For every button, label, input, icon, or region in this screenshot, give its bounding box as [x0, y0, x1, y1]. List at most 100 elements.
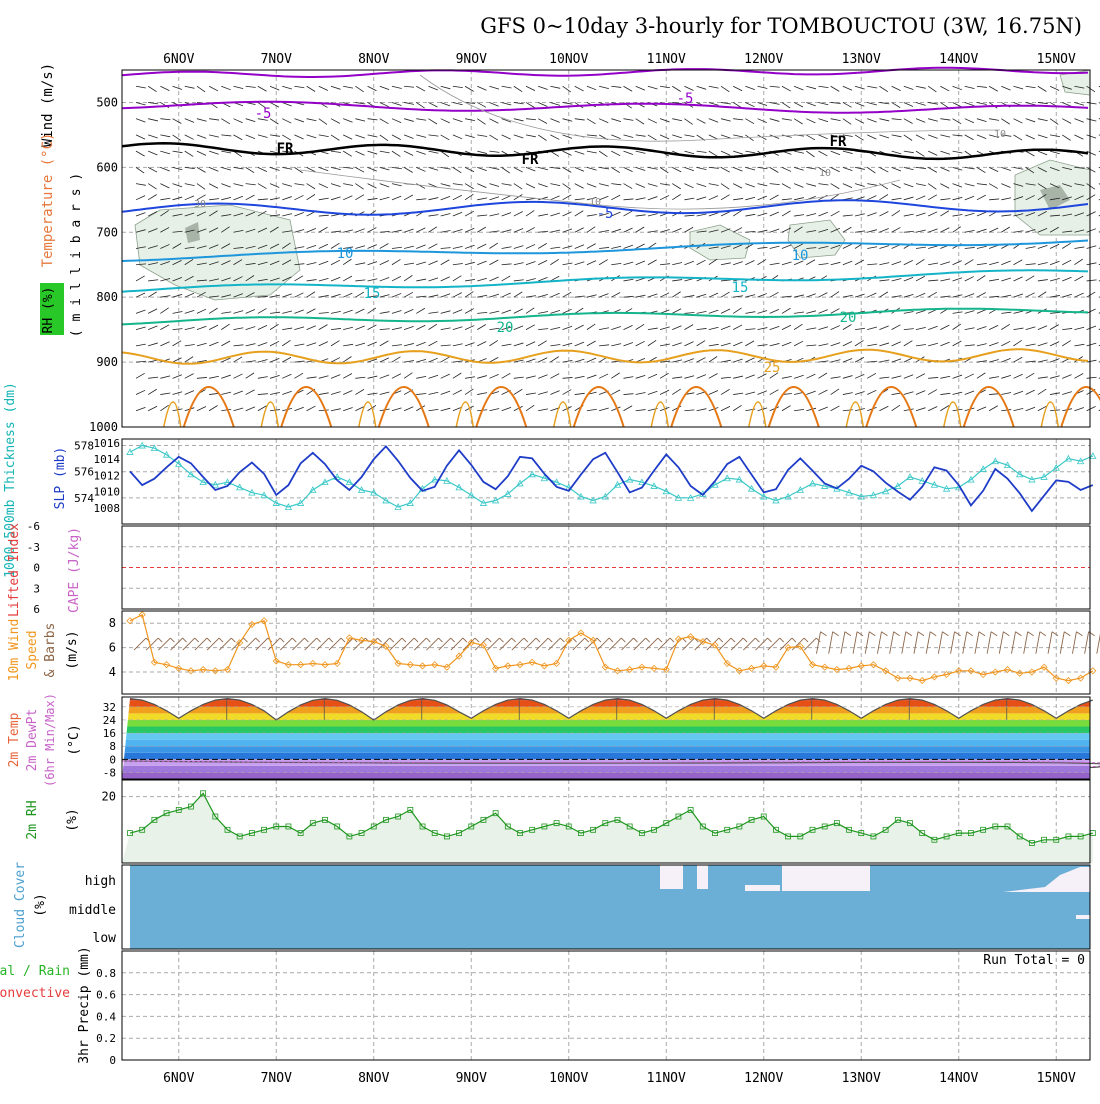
- wind10m-barb: [328, 637, 334, 643]
- wind-barb: [196, 150, 207, 156]
- wind-barb: [635, 150, 646, 154]
- cloud-gap: [697, 865, 708, 889]
- wind-barb: [867, 360, 878, 363]
- date-label-bottom: 14NOV: [939, 1071, 978, 1086]
- wind-barb: [330, 134, 340, 141]
- wind-barb: [428, 118, 438, 125]
- thickness-point: [406, 499, 414, 506]
- wind-barb: [842, 358, 853, 363]
- wind-barb: [464, 167, 475, 173]
- wind-barb: [391, 229, 402, 233]
- temperature-contour: [475, 386, 528, 428]
- wind-barb: [1001, 277, 1011, 282]
- wind-barb: [391, 150, 401, 157]
- wind-barb: [1025, 246, 1036, 249]
- wind-barb: [842, 243, 853, 249]
- wind-barb: [867, 85, 878, 89]
- wind-barb: [940, 295, 951, 298]
- wind-barb: [940, 405, 950, 412]
- wind-barb: [135, 118, 146, 123]
- wind10m-barb: [1011, 631, 1016, 654]
- wind-barb: [416, 393, 427, 395]
- wind-barb: [696, 374, 707, 379]
- wind-barb: [343, 246, 354, 249]
- wind-barb: [976, 309, 987, 314]
- wind-barb: [513, 183, 523, 190]
- wind-barb: [1049, 183, 1060, 189]
- wind-barb: [976, 406, 987, 412]
- wind-barb: [586, 85, 597, 91]
- wind10m-barb: [389, 637, 403, 651]
- wind-barb: [672, 359, 683, 363]
- wind-barb: [684, 409, 695, 412]
- wind-barb: [306, 405, 316, 412]
- wind-barb: [915, 326, 926, 331]
- wind10m-barb: [974, 631, 980, 654]
- wind-speed-point: [626, 666, 634, 674]
- wind-barb: [452, 343, 463, 347]
- wind-barb: [489, 276, 499, 282]
- wind-speed-point: [833, 666, 841, 674]
- wind-barb: [355, 102, 366, 105]
- wind10m-barb: [304, 637, 309, 643]
- wind-barb: [391, 407, 402, 412]
- wind-barb: [867, 167, 876, 174]
- wind-barb: [720, 85, 730, 93]
- wind-barb: [452, 309, 463, 314]
- wind-barb: [708, 292, 719, 298]
- wind-barb: [867, 263, 878, 266]
- wind-barb: [952, 374, 963, 379]
- wind-barb: [306, 85, 316, 92]
- wind-barb: [1049, 392, 1060, 395]
- wind-barb: [416, 150, 426, 155]
- wind-barb: [720, 245, 731, 249]
- wind10m-barb: [803, 637, 817, 651]
- wind-barb: [208, 341, 219, 347]
- temperature-contour: [280, 386, 333, 428]
- wind-barb: [403, 291, 414, 298]
- wind-barb: [416, 227, 426, 233]
- wind-barb: [355, 118, 366, 122]
- wind-barb: [428, 150, 439, 154]
- wind-speed-point: [845, 664, 853, 672]
- wind-barb: [891, 197, 902, 201]
- wind-barb: [428, 277, 439, 282]
- wind10m-barb: [535, 637, 541, 643]
- wind-barb: [818, 167, 828, 174]
- wind-barb: [282, 242, 291, 249]
- wind-barb: [330, 242, 340, 249]
- date-label-top: 9NOV: [456, 52, 487, 67]
- wind-speed-point: [760, 662, 768, 670]
- wind-barb: [818, 309, 828, 314]
- wind-barb: [391, 293, 402, 298]
- wind-barb: [489, 293, 500, 298]
- wind-barb: [745, 102, 755, 108]
- wind-barb: [611, 150, 621, 157]
- rh-point: [456, 830, 462, 837]
- thickness-point: [796, 486, 804, 493]
- wind-barb: [562, 342, 573, 347]
- cloud-axis-title: Cloud Cover: [13, 862, 28, 948]
- wind10m-barb: [572, 637, 577, 643]
- date-label-top: 15NOV: [1037, 52, 1076, 67]
- thickness-point: [479, 499, 488, 506]
- wind-barb: [757, 373, 767, 379]
- cloud-level-label: high: [85, 874, 116, 889]
- thickness-point: [382, 496, 390, 504]
- wind-barb: [1025, 326, 1036, 331]
- wind-barb: [464, 278, 476, 282]
- wind-barb: [148, 342, 158, 347]
- wind-barb: [903, 294, 914, 298]
- wind-barb: [1001, 392, 1012, 395]
- wind10m-barb: [755, 637, 760, 643]
- thickness-point: [760, 492, 768, 500]
- temp-line: [129, 697, 1094, 721]
- wind-barb: [793, 226, 803, 233]
- wind-barb: [270, 214, 281, 217]
- wind-barb: [769, 183, 780, 186]
- wind-barb: [1086, 194, 1096, 201]
- wind-barb: [294, 406, 304, 412]
- thickness-point: [930, 480, 939, 488]
- wind-barb: [903, 408, 914, 412]
- wind-barb: [708, 390, 719, 395]
